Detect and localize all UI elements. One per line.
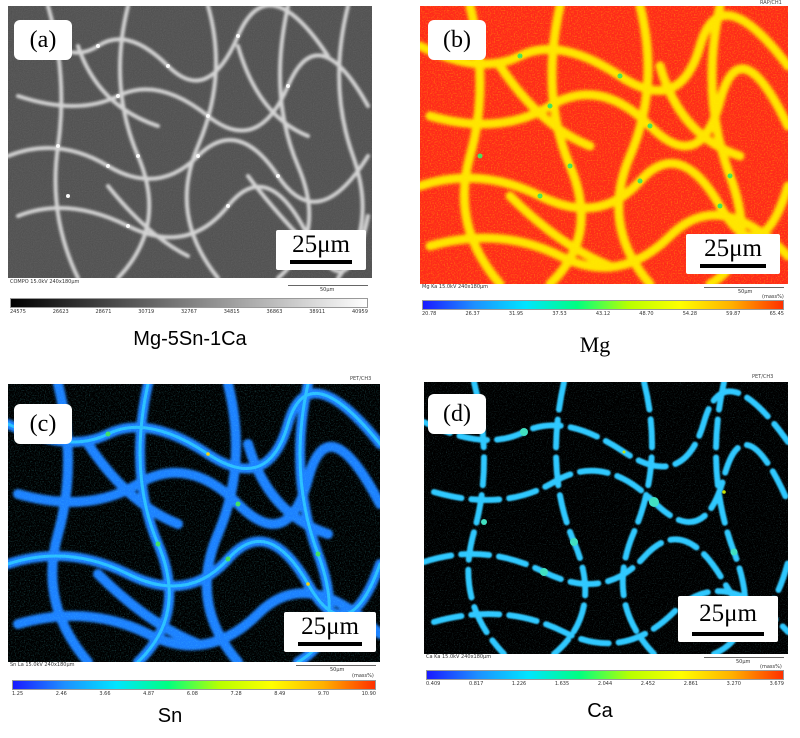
- panel-label: (a): [14, 20, 72, 60]
- small-scale-bar: [704, 657, 784, 658]
- small-scale-bar: [704, 287, 784, 288]
- tick-label: 0.817: [468, 681, 484, 687]
- panel-caption: Mg: [579, 332, 611, 357]
- sem-image-panel: (a) 25μm: [8, 6, 372, 278]
- panel-caption: Mg-5Sn-1Ca: [133, 328, 247, 350]
- scale-bar: [298, 642, 362, 646]
- acquisition-info: COMPO 15.0kV 240x180μm: [10, 279, 80, 285]
- scale-bar-text: 25μm: [704, 235, 762, 262]
- detector-tag: RAP/CH1: [760, 0, 782, 6]
- tick-label: 65.45: [769, 311, 784, 317]
- small-scale-label: 50μm: [738, 289, 753, 295]
- scale-bar-label: 25μm: [284, 612, 376, 652]
- tick-label: 8.49: [274, 691, 286, 697]
- acquisition-info: Ca Ka 15.0kV 240x180μm: [426, 654, 492, 660]
- colorbar-ticks: 0.409 0.817 1.226 1.635 2.044 2.452 2.86…: [426, 681, 784, 687]
- tick-label: 43.12: [595, 311, 611, 317]
- tick-label: 54.28: [682, 311, 698, 317]
- tick-label: 1.635: [554, 681, 570, 687]
- tick-label: 26.37: [465, 311, 480, 317]
- tick-label: 3.270: [726, 681, 741, 687]
- tick-label: 3.66: [99, 691, 111, 697]
- scale-bar: [700, 264, 766, 268]
- tick-label: 26623: [52, 309, 69, 315]
- mg-map-panel: (b) 25μm: [420, 6, 788, 284]
- tick-label: 40959: [352, 309, 368, 315]
- tick-label: 2.861: [683, 681, 699, 687]
- tick-label: 1.226: [511, 681, 527, 687]
- scale-bar-text: 25μm: [699, 600, 757, 627]
- rainbow-colorbar: [12, 680, 376, 690]
- tick-label: 10.90: [361, 691, 376, 697]
- sn-info-strip: Sn La 15.0kV 240x180μm 50μm (mass%) 1.25…: [8, 662, 380, 698]
- scale-bar-text: 25μm: [301, 613, 359, 640]
- panel-caption: Sn: [157, 705, 183, 727]
- tick-label: 6.08: [186, 691, 198, 697]
- tick-label: 48.70: [639, 311, 654, 317]
- ca-map-panel: (d) 25μm: [424, 382, 788, 654]
- sem-info-strip: COMPO 15.0kV 240x180μm 50μm 24575 26623 …: [8, 278, 372, 318]
- small-scale-label: 50μm: [320, 287, 335, 293]
- tick-label: 7.28: [230, 691, 242, 697]
- colorbar-ticks: 24575 26623 28671 30719 32767 34815 3686…: [10, 309, 368, 315]
- small-scale-bar: [288, 285, 368, 286]
- tick-label: 2.452: [640, 681, 656, 687]
- tick-label: 20.78: [422, 311, 437, 317]
- tick-label: 0.409: [426, 681, 441, 687]
- tick-label: 4.87: [143, 691, 155, 697]
- tick-label: 32767: [181, 309, 197, 315]
- panel-label: (d): [428, 394, 486, 434]
- tick-label: 37.53: [552, 311, 567, 317]
- tick-label: 30719: [138, 309, 155, 315]
- tick-label: 2.46: [55, 691, 67, 697]
- tick-label: 24575: [10, 309, 26, 315]
- mg-info-strip: Mg Ka 15.0kV 240x180μm 50μm (mass%) 20.7…: [420, 284, 788, 320]
- tick-label: 3.679: [769, 681, 784, 687]
- sn-map-panel: (c) 25μm: [8, 384, 380, 662]
- small-scale-label: 50μm: [736, 659, 751, 665]
- detector-tag: PET/CH3: [752, 374, 774, 380]
- panel-label: (b): [428, 20, 486, 60]
- scale-bar-label: 25μm: [276, 230, 366, 270]
- acquisition-info: Mg Ka 15.0kV 240x180μm: [422, 284, 489, 290]
- rainbow-colorbar: [422, 300, 784, 310]
- tick-label: 28671: [95, 309, 112, 315]
- grayscale-colorbar: [10, 298, 368, 308]
- small-scale-label: 50μm: [330, 667, 345, 673]
- tick-label: 38911: [309, 309, 326, 315]
- tick-label: 36863: [266, 309, 283, 315]
- panel-caption: Ca: [587, 700, 613, 722]
- unit-label: (mass%): [762, 294, 784, 300]
- colorbar-ticks: 1.25 2.46 3.66 4.87 6.08 7.28 8.49 9.70 …: [12, 691, 376, 697]
- tick-label: 2.044: [597, 681, 613, 687]
- unit-label: (mass%): [760, 664, 782, 670]
- tick-label: 59.87: [726, 311, 741, 317]
- scale-bar-label: 25μm: [678, 596, 778, 642]
- rainbow-colorbar: [426, 670, 784, 680]
- panel-label: (c): [14, 404, 72, 444]
- acquisition-info: Sn La 15.0kV 240x180μm: [10, 662, 75, 668]
- tick-label: 9.70: [317, 691, 330, 697]
- unit-label: (mass%): [352, 673, 374, 679]
- scale-bar: [692, 632, 764, 636]
- detector-tag: PET/CH3: [350, 376, 372, 382]
- tick-label: 31.95: [508, 311, 524, 317]
- ca-info-strip: Ca Ka 15.0kV 240x180μm 50μm (mass%) 0.40…: [424, 654, 788, 690]
- tick-label: 1.25: [12, 691, 24, 697]
- scale-bar: [290, 260, 352, 264]
- scale-bar-text: 25μm: [292, 231, 350, 258]
- scale-bar-label: 25μm: [686, 234, 780, 274]
- tick-label: 34815: [223, 309, 240, 315]
- colorbar-ticks: 20.78 26.37 31.95 37.53 43.12 48.70 54.2…: [422, 311, 784, 317]
- small-scale-bar: [296, 665, 376, 666]
